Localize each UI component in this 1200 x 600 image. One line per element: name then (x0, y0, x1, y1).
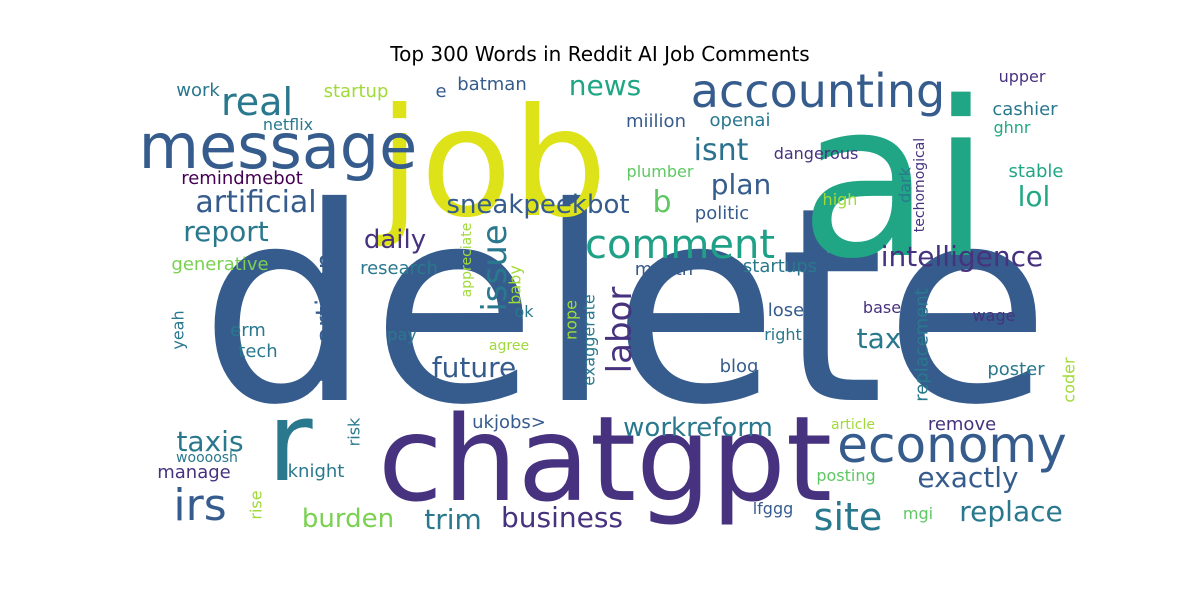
word-tax: tax (857, 322, 902, 355)
word-b: b (652, 185, 671, 220)
word-lose: lose (768, 300, 804, 321)
word-wage: wage (973, 306, 1016, 325)
word-openai: openai (710, 110, 771, 131)
word-plan: plan (711, 168, 771, 201)
word-work: work (176, 80, 220, 101)
word-high: high (823, 190, 858, 209)
word-future: future (432, 351, 516, 384)
word-sneakpeekbot: sneakpeekbot (446, 190, 629, 220)
word-isnt: isnt (694, 133, 749, 168)
word-bipartisan: bipartisan (311, 253, 341, 383)
word-replace: replace (959, 495, 1062, 528)
word-lfggg: lfggg (753, 499, 794, 518)
word-base: base (863, 298, 901, 317)
word-business: business (501, 501, 623, 534)
word-job: job (376, 77, 608, 251)
word-exactly: exactly (917, 461, 1018, 494)
word-exaggerate: exaggerate (580, 294, 599, 386)
word-message: message (139, 110, 418, 183)
word-chatgpt: chatgpt (378, 390, 832, 528)
word-blog: blog (720, 356, 759, 377)
word-mgi: mgi (903, 504, 933, 523)
word-r: r (267, 378, 313, 506)
word-poster: poster (987, 359, 1045, 380)
word-risk: risk (345, 417, 364, 446)
word-labor: labor (600, 287, 640, 374)
chart-title: Top 300 Words in Reddit AI Job Comments (390, 42, 810, 66)
word-cashier: cashier (992, 99, 1058, 120)
word-artificial: artificial (195, 185, 316, 220)
word-plumber: plumber (627, 162, 694, 181)
word-woooosh: woooosh (176, 450, 238, 466)
word-ok: ok (514, 302, 534, 321)
word-batman: batman (457, 74, 527, 95)
word-baby: baby (506, 265, 525, 305)
word-article: article (831, 417, 875, 433)
word-erm: erm (230, 320, 266, 341)
word-issue: issue (475, 224, 515, 311)
word-dark: dark (896, 166, 915, 203)
word-real: real (221, 80, 293, 124)
word-pay: pay (387, 325, 416, 344)
word-tech: tech (238, 341, 277, 362)
word-ai: ai (799, 55, 990, 306)
word-news: news (569, 69, 641, 102)
word-stable: stable (1009, 161, 1064, 182)
word-yeah: yeah (169, 310, 188, 349)
word-appreciate: appreciate (459, 223, 475, 298)
word-agree: agree (489, 338, 529, 354)
word-ukjobs: ukjobs> (472, 412, 546, 433)
word-economy: economy (837, 416, 1066, 474)
word-upper: upper (999, 67, 1046, 86)
word-generative: generative (171, 254, 268, 275)
word-netflix: netflix (263, 115, 313, 134)
word-report: report (183, 215, 269, 248)
word-accounting: accounting (691, 64, 945, 118)
word-nope: nope (562, 300, 581, 340)
word-politic: politic (695, 203, 749, 224)
word-dangerous: dangerous (774, 144, 859, 163)
word-e: e (435, 81, 446, 102)
word-month: month (635, 259, 693, 280)
word-remindmebot: remindmebot (181, 168, 303, 189)
word-remove: remove (928, 414, 996, 435)
word-intelligence: intelligence (881, 240, 1043, 273)
word-techomogical: techomogical (912, 138, 928, 232)
word-miilion: miilion (626, 111, 686, 132)
word-research: research (360, 258, 438, 279)
word-rise: rise (247, 490, 266, 519)
word-irs: irs (173, 480, 226, 531)
word-right: right (764, 325, 802, 344)
word-comment: comment (585, 222, 775, 268)
word-site: site (814, 495, 883, 539)
word-delete: delete (200, 149, 1051, 464)
word-startup: startup (324, 81, 389, 102)
word-ghnr: ghnr (993, 118, 1030, 137)
word-workreform: workreform (623, 413, 773, 443)
word-burden: burden (302, 504, 394, 534)
word-knight: knight (288, 461, 345, 482)
word-manage: manage (157, 462, 231, 483)
word-daily: daily (364, 225, 426, 255)
word-trim: trim (424, 503, 482, 536)
word-posting: posting (816, 466, 875, 485)
word-lol: lol (1018, 180, 1051, 213)
word-replacement: replacement (912, 288, 933, 402)
word-taxis: taxis (176, 425, 243, 458)
word-startups: startups (743, 256, 817, 277)
word-coder: coder (1060, 357, 1079, 403)
